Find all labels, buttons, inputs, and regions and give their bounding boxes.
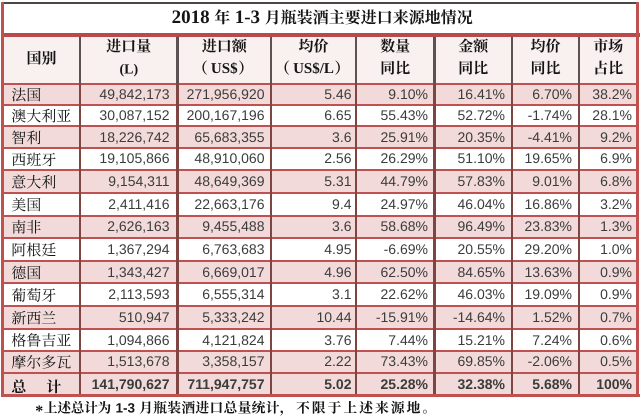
svg-text:1-3: 1-3 xyxy=(116,401,136,416)
svg-text:*: * xyxy=(35,403,43,417)
svg-text:1-3: 1-3 xyxy=(235,7,260,28)
svg-text:US$/L: US$/L xyxy=(293,61,334,77)
svg-text:2018: 2018 xyxy=(172,7,210,28)
svg-text:US$: US$ xyxy=(211,61,238,77)
svg-text:(L): (L) xyxy=(119,62,138,77)
